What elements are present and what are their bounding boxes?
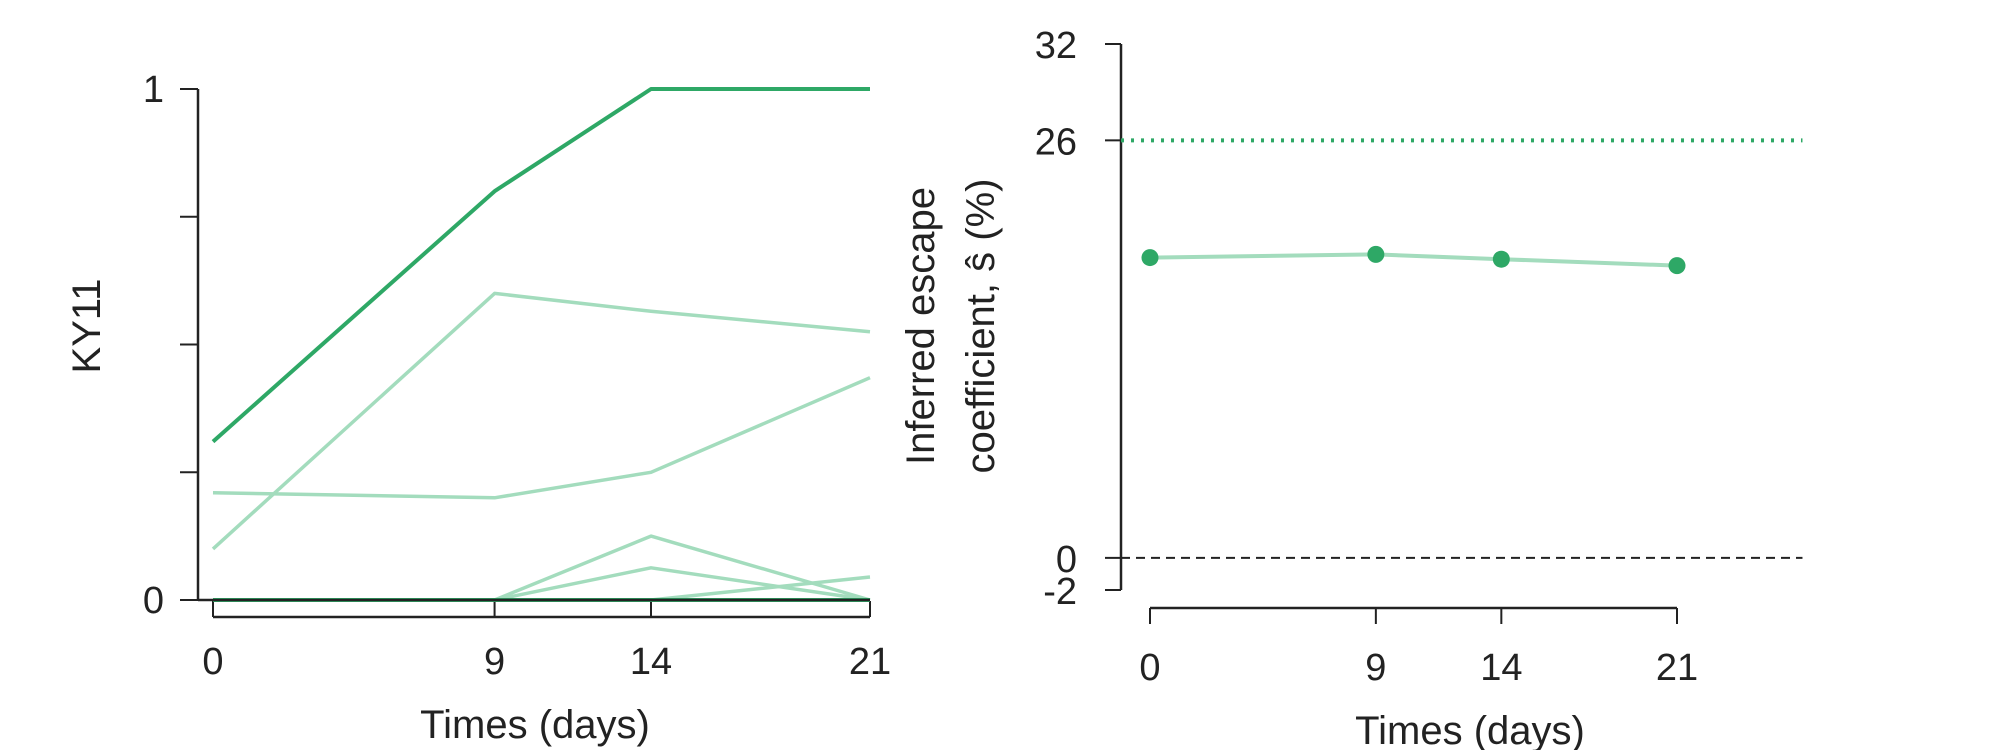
y-tick-label-1: 0 xyxy=(1056,539,1077,581)
data-point-1 xyxy=(1367,245,1385,263)
data-point-3 xyxy=(1668,257,1686,275)
y-axis-title-line-1: Inferred escape xyxy=(899,187,943,465)
x-tick-label-0: 0 xyxy=(202,641,223,683)
y-tick-label-0: 0 xyxy=(143,580,164,622)
data-point-2 xyxy=(1492,250,1510,268)
series-line-0 xyxy=(211,87,870,444)
series-line-0 xyxy=(1149,252,1678,268)
x-tick-label-2: 14 xyxy=(1480,647,1522,689)
data-point-0 xyxy=(1141,249,1159,267)
panel-left-chart: 0 1 0 9 14 21 Times (days) KY11 xyxy=(65,69,891,747)
y-tick-label-4: 1 xyxy=(143,69,164,111)
x-tick-label-2: 14 xyxy=(630,641,672,683)
y-tick-label-0: -2 xyxy=(1043,571,1077,613)
y-tick-label-3: 32 xyxy=(1035,25,1077,67)
y-axis-title: KY11 xyxy=(65,279,109,374)
x-axis-title: Times (days) xyxy=(1355,709,1585,750)
x-tick-label-3: 21 xyxy=(1656,647,1698,689)
x-tick-label-3: 21 xyxy=(849,641,891,683)
x-tick-label-1: 9 xyxy=(484,641,505,683)
y-tick-label-2: 26 xyxy=(1035,121,1077,163)
x-tick-label-0: 0 xyxy=(1139,647,1160,689)
x-tick-label-1: 9 xyxy=(1365,647,1386,689)
series-line-2 xyxy=(212,376,871,500)
series-line-1 xyxy=(211,291,871,551)
y-axis-title-line-2: coefficient, ŝ (%) xyxy=(959,179,1003,474)
x-axis-title: Times (days) xyxy=(420,703,650,747)
